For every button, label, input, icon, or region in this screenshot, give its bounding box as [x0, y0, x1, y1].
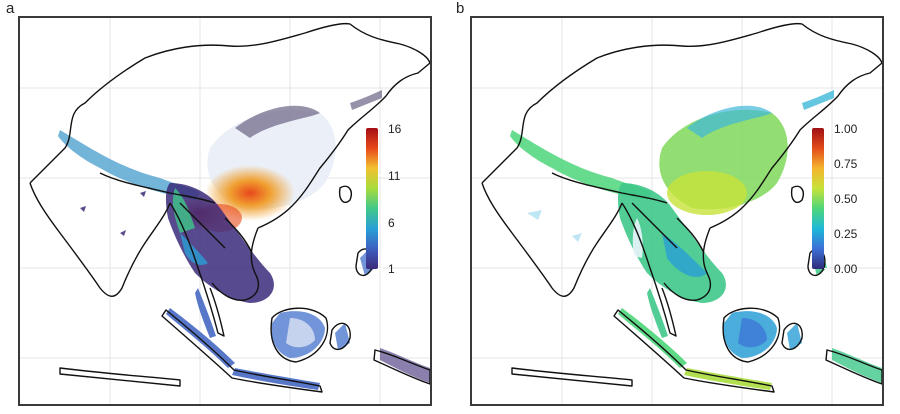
panel-a-tick-label: 11	[388, 169, 401, 183]
panel-a-tick-label: 16	[388, 122, 402, 136]
panel-a-tick-mark	[378, 222, 383, 223]
panel-b-tick-label: 0.00	[834, 262, 858, 276]
panel-a-tick-label: 6	[388, 216, 395, 230]
panel-b-legend: 1.00 0.75 0.50 0.25 0.00	[812, 122, 892, 278]
panel-b-tick-mark	[824, 198, 829, 199]
panel-b-tick-label: 0.75	[834, 157, 858, 171]
panel-b-tick-mark	[824, 233, 829, 234]
panel-b-colorbar	[812, 128, 824, 269]
panel-b-tick-mark	[824, 128, 829, 129]
panel-a-tick-mark	[378, 268, 383, 269]
coastlines	[481, 22, 882, 393]
panel-b-tick-label: 1.00	[834, 122, 858, 136]
data-layer	[58, 90, 430, 390]
panel-a-colorbar	[366, 128, 378, 269]
panel-a-map	[18, 16, 432, 406]
panel-b-map	[470, 16, 884, 406]
panel-b-tick-mark	[824, 163, 829, 164]
panel-a-letter: a	[6, 0, 15, 17]
panel-b-tick-mark	[824, 268, 829, 269]
panel-b-letter: b	[456, 0, 465, 17]
panel-b-tick-label: 0.50	[834, 192, 858, 206]
panel-a-map-svg	[20, 18, 430, 404]
coastlines	[29, 22, 430, 393]
panel-a-tick-label: 1	[388, 262, 395, 276]
panel-a-tick-mark	[378, 175, 383, 176]
panel-b-tick-label: 0.25	[834, 227, 858, 241]
panel-a-tick-mark	[378, 128, 383, 129]
panel-a-legend: 16 11 6 1	[366, 122, 436, 278]
